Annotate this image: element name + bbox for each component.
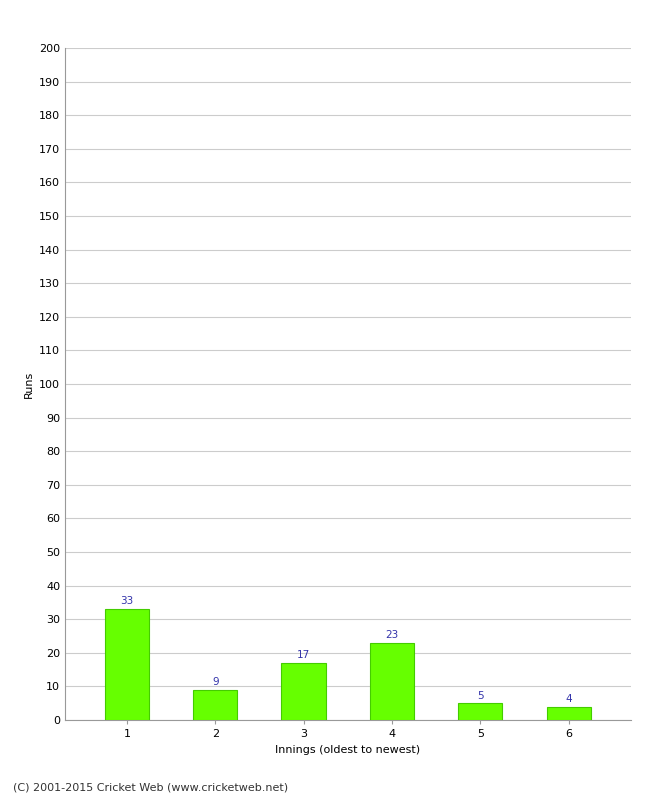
Y-axis label: Runs: Runs	[23, 370, 33, 398]
Text: 33: 33	[120, 597, 133, 606]
Bar	[547, 706, 591, 720]
Bar	[370, 642, 414, 720]
Text: 4: 4	[566, 694, 572, 704]
Text: (C) 2001-2015 Cricket Web (www.cricketweb.net): (C) 2001-2015 Cricket Web (www.cricketwe…	[13, 782, 288, 792]
Bar	[193, 690, 237, 720]
Bar	[281, 663, 326, 720]
Bar	[458, 703, 502, 720]
Text: 5: 5	[477, 690, 484, 701]
Text: 9: 9	[212, 677, 218, 687]
Text: 23: 23	[385, 630, 398, 640]
X-axis label: Innings (oldest to newest): Innings (oldest to newest)	[275, 745, 421, 754]
Text: 17: 17	[297, 650, 310, 660]
Bar	[105, 609, 149, 720]
